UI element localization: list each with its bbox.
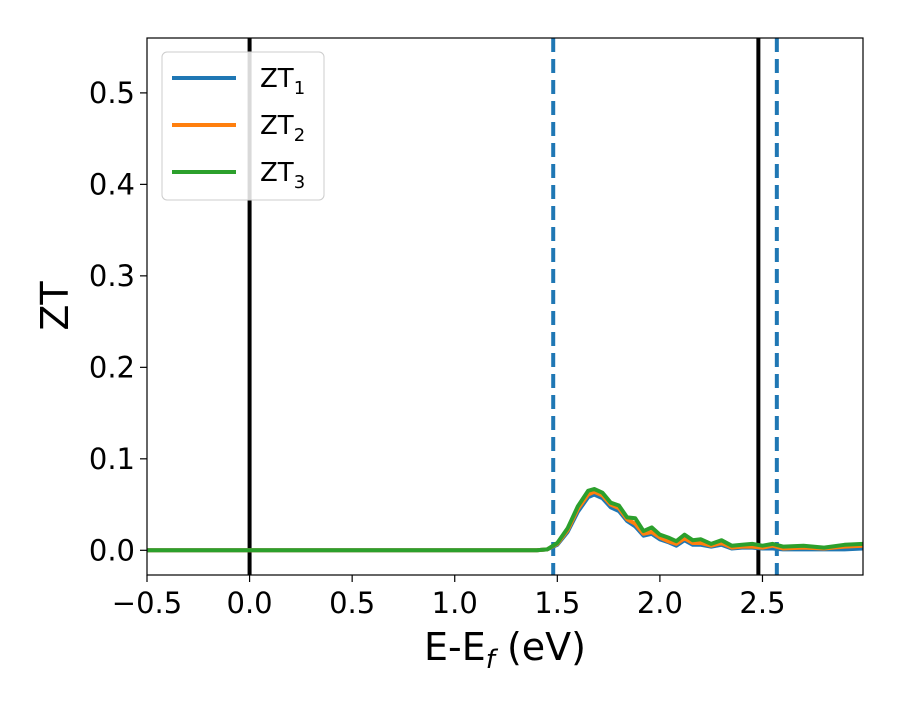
legend-label-zt3: ZT3: [260, 158, 305, 193]
y-tick-label: 0.2: [89, 350, 135, 384]
x-tick-label: 2.0: [637, 586, 683, 620]
x-axis-title: E-Ef (eV): [424, 625, 586, 675]
series-line-zt1: [147, 492, 863, 553]
y-tick-label: 0.4: [89, 167, 135, 201]
y-axis-title: ZT: [33, 281, 77, 331]
series-lines: [147, 487, 863, 553]
legend-label-zt1: ZT1: [260, 64, 305, 99]
y-axis: 0.0 0.1 0.2 0.3 0.4 0.5: [89, 76, 147, 567]
reference-lines: [247, 38, 779, 575]
x-tick-label: 0.5: [329, 586, 375, 620]
y-tick-label: 0.3: [89, 259, 135, 293]
x-axis: −0.5 0.0 0.5 1.0 1.5 2.0 2.5: [112, 575, 786, 620]
legend-label-zt2: ZT2: [260, 111, 305, 146]
x-tick-label: 0.0: [227, 586, 273, 620]
plot-area: [146, 37, 864, 576]
plot-frame: [146, 37, 864, 576]
x-tick-label: 1.5: [534, 586, 580, 620]
x-tick-label: 2.5: [739, 586, 785, 620]
legend: ZT1 ZT2 ZT3: [161, 51, 325, 201]
y-tick-label: 0.0: [89, 533, 135, 567]
x-tick-label: −0.5: [112, 586, 182, 620]
y-tick-label: 0.5: [89, 76, 135, 110]
x-tick-label: 1.0: [432, 586, 478, 620]
series-line-zt3: [147, 487, 863, 553]
series-line-zt2: [147, 489, 863, 553]
y-tick-label: 0.1: [89, 442, 135, 476]
legend-box: [161, 51, 325, 201]
